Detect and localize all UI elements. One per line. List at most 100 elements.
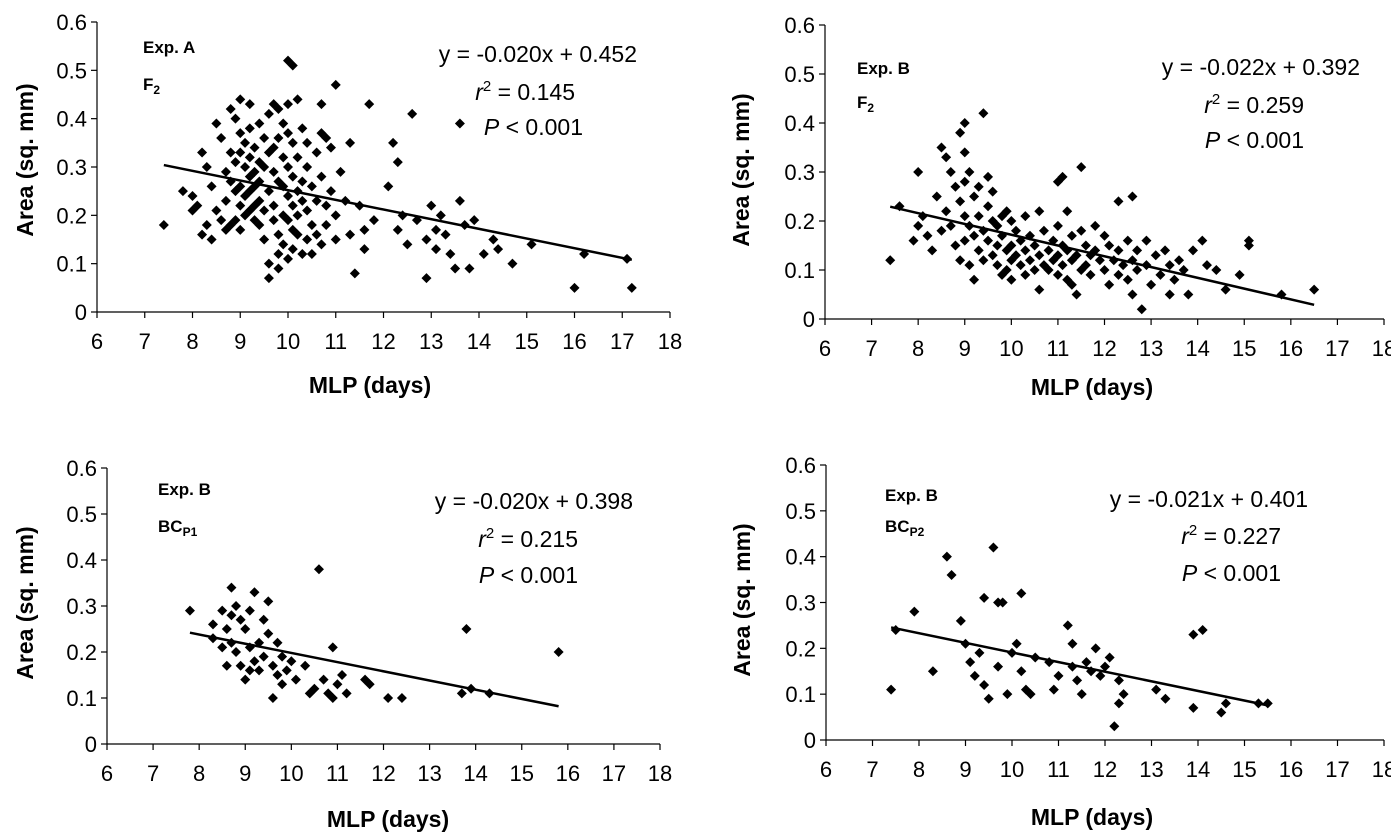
r-squared-value: = 0.215 xyxy=(494,526,578,552)
data-point xyxy=(396,693,407,703)
data-point xyxy=(268,166,279,177)
data-point xyxy=(1197,235,1208,246)
data-point xyxy=(187,191,198,201)
population-label-subscript: P1 xyxy=(183,525,198,539)
data-point xyxy=(220,195,231,206)
data-point xyxy=(388,137,399,148)
data-point xyxy=(1188,629,1199,640)
data-point xyxy=(244,99,255,110)
data-point xyxy=(216,215,227,226)
data-point xyxy=(1016,666,1027,677)
data-point xyxy=(1067,661,1078,672)
data-point xyxy=(1109,721,1120,732)
data-point xyxy=(318,674,329,685)
data-point xyxy=(1113,196,1124,207)
data-point xyxy=(1220,284,1231,295)
data-point xyxy=(207,633,218,644)
data-point xyxy=(292,94,303,105)
data-point xyxy=(1188,702,1199,713)
data-point xyxy=(259,133,270,143)
data-point xyxy=(1113,675,1124,686)
data-point xyxy=(263,108,274,119)
data-point xyxy=(1053,670,1064,681)
y-tick-label: 0 xyxy=(803,307,815,332)
data-point xyxy=(201,220,212,230)
y-tick-label: 0.6 xyxy=(784,13,815,38)
data-point xyxy=(1234,269,1245,280)
data-point xyxy=(217,605,228,616)
x-tick-label: 11 xyxy=(1047,757,1070,782)
data-point xyxy=(184,605,195,616)
scatter-plot: Area (sq. mm) MLP (days) 0 0.1 0.2 0.3 0.4 0.… xyxy=(12,456,672,832)
p-value-value: < 0.001 xyxy=(499,114,583,140)
data-point xyxy=(259,234,270,245)
data-point xyxy=(909,606,920,617)
data-point xyxy=(1178,265,1189,275)
data-point xyxy=(309,683,320,694)
data-point xyxy=(278,181,289,192)
data-point xyxy=(302,205,313,216)
x-tick-label: 7 xyxy=(139,329,151,354)
data-point xyxy=(235,181,246,192)
data-point xyxy=(885,255,896,266)
data-point xyxy=(1122,235,1133,246)
chart-panel-exp-b-bcp1: Area (sq. mm) MLP (days) 0 0.1 0.2 0.3 0.4 0.… xyxy=(0,420,690,832)
data-point xyxy=(254,195,265,206)
y-tick-label: 0.5 xyxy=(785,499,816,524)
data-point xyxy=(466,683,477,694)
data-point xyxy=(1043,265,1054,275)
data-point xyxy=(908,235,919,246)
data-point xyxy=(978,108,989,119)
population-label-base: F xyxy=(857,93,867,112)
data-point xyxy=(1104,279,1115,290)
data-point xyxy=(894,201,905,212)
data-point xyxy=(230,157,241,168)
data-point xyxy=(235,94,246,105)
data-point xyxy=(978,255,989,266)
data-point xyxy=(249,142,260,153)
data-point xyxy=(311,147,322,158)
data-point xyxy=(1127,255,1138,266)
plot-area: 0 0.1 0.2 0.3 0.4 0.5 0.6 6 7 8 9 10 11 12 13 14 15 16 17 1… xyxy=(784,13,1391,361)
data-point xyxy=(1067,638,1078,649)
data-point xyxy=(327,642,338,653)
y-tick-label: 0.1 xyxy=(784,258,815,283)
data-point xyxy=(993,661,1004,672)
data-point xyxy=(1080,260,1091,271)
data-point xyxy=(335,166,346,177)
data-point xyxy=(992,220,1003,231)
population-label: BCP2 xyxy=(885,517,925,539)
data-point xyxy=(435,210,446,221)
y-axis-title: Area (sq. mm) xyxy=(728,93,754,246)
x-tick-label: 15 xyxy=(1232,336,1256,361)
data-point xyxy=(456,688,467,699)
population-label-subscript: 2 xyxy=(867,101,874,115)
data-point xyxy=(1015,260,1026,271)
population-label: F2 xyxy=(143,75,160,97)
data-point xyxy=(177,186,188,197)
data-point xyxy=(1076,689,1087,700)
data-point xyxy=(1104,652,1115,663)
y-tick-label: 0.3 xyxy=(784,160,815,185)
r-squared: r2 = 0.259 xyxy=(1204,91,1304,118)
data-point xyxy=(364,99,375,110)
data-point xyxy=(411,215,422,226)
r-squared-value: = 0.227 xyxy=(1197,523,1281,549)
data-point xyxy=(569,282,580,293)
data-point xyxy=(240,624,251,634)
data-point xyxy=(959,235,970,246)
data-point xyxy=(917,211,928,222)
data-point xyxy=(1071,289,1082,300)
data-point xyxy=(1029,240,1040,251)
data-point xyxy=(955,127,966,138)
y-tick-label: 0.1 xyxy=(785,682,816,707)
data-point xyxy=(244,642,255,653)
x-axis-title: MLP (days) xyxy=(327,806,449,832)
data-point xyxy=(281,665,292,676)
data-point xyxy=(461,624,472,634)
data-point xyxy=(364,679,375,690)
data-point xyxy=(206,234,217,245)
data-point xyxy=(945,167,956,177)
data-point xyxy=(1024,255,1035,266)
data-point xyxy=(1086,666,1097,677)
